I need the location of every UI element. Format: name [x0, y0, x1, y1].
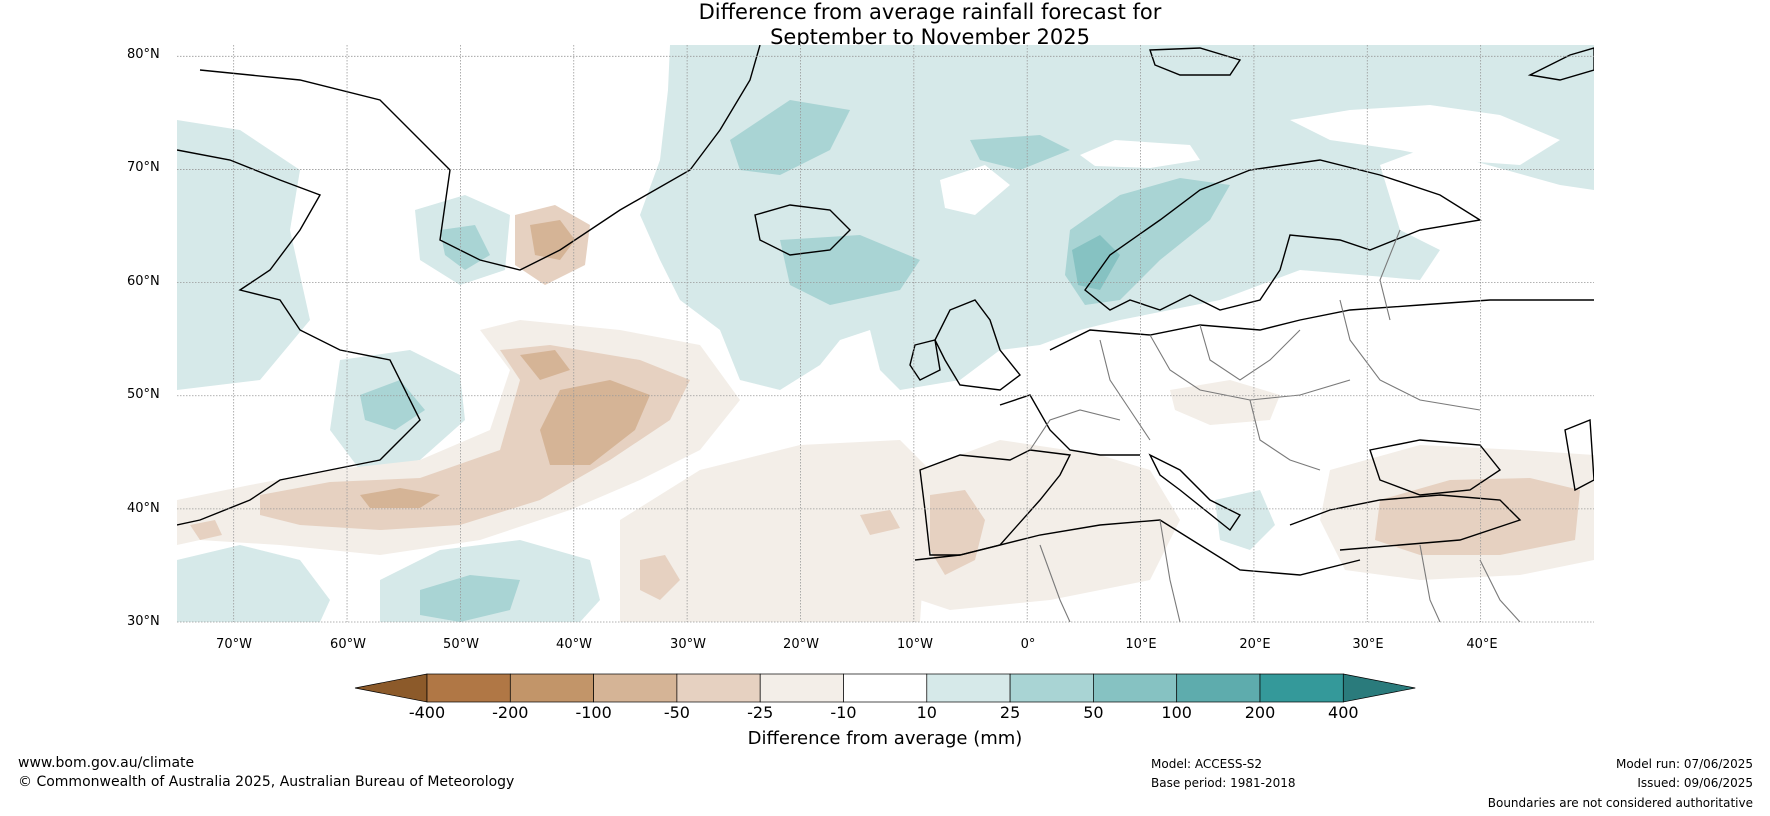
dry-region-small-2 [190, 520, 222, 540]
colorbar-tick-label: -10 [830, 703, 857, 722]
issued-text: Issued: 09/06/2025 [1637, 776, 1753, 790]
italy-coast [1148, 453, 1242, 532]
colorbar-tick-label: -100 [575, 703, 612, 722]
iberia-coast [919, 449, 1072, 556]
lon-label-0: 0° [1020, 637, 1036, 652]
lon-label-40e: 40°E [1466, 637, 1498, 652]
dry-region-small-1 [640, 555, 680, 600]
turkey-coast [1289, 494, 1522, 551]
colorbar-segments [354, 673, 1416, 703]
dry-region-central-europe [1170, 380, 1280, 425]
lon-label-20w: 20°W [783, 637, 819, 652]
colorbar-segment [843, 673, 928, 703]
colorbar-segment [1093, 673, 1178, 703]
colorbar-segment [509, 673, 594, 703]
lat-label-30n: 30°N [127, 614, 160, 629]
base-period-text: Base period: 1981-2018 [1151, 776, 1296, 790]
wet-region-southwest [177, 545, 330, 622]
colorbar-segment [593, 673, 678, 703]
lat-label-80n: 80°N [127, 47, 160, 62]
lon-label-20e: 20°E [1239, 637, 1271, 652]
colorbar-tick-label: 50 [1083, 703, 1104, 722]
dry-region-iberia-atlantic [620, 440, 930, 622]
uk-coast [934, 299, 1021, 391]
colorbar-tick-label: 400 [1328, 703, 1359, 722]
ireland-coast [909, 339, 941, 381]
lon-label-10e: 10°E [1125, 637, 1157, 652]
svalbard-coast [1149, 47, 1242, 76]
lat-label-70n: 70°N [127, 160, 160, 175]
colorbar-tick-label: 100 [1161, 703, 1192, 722]
wet-region-aegean [1215, 490, 1275, 550]
colorbar-tick-label: -400 [408, 703, 446, 722]
colorbar-tick-label: -200 [492, 703, 529, 722]
disclaimer-text: Boundaries are not considered authoritat… [1487, 796, 1753, 810]
colorbar-segment [676, 673, 761, 703]
wet-region-north-sea [970, 135, 1070, 170]
scandinavia-coast [1084, 159, 1482, 311]
colorbar-segment [1176, 673, 1261, 703]
colorbar-tick-label: -50 [663, 703, 690, 722]
colorbar-segment [426, 673, 511, 703]
canada-coast [177, 149, 421, 526]
lon-label-40w: 40°W [556, 637, 592, 652]
wet-region-labrador-sea [177, 120, 310, 390]
coastlines [177, 45, 1594, 576]
white-gap-iceland-east [1080, 140, 1200, 168]
lat-label-60n: 60°N [127, 274, 160, 289]
dry-region-turkey-core [1375, 478, 1580, 555]
chart-title: Difference from average rainfall forecas… [0, 0, 1770, 50]
lon-label-70w: 70°W [216, 637, 252, 652]
lon-label-30w: 30°W [670, 637, 706, 652]
europe-coast [1049, 299, 1594, 351]
caspian-coast [1564, 418, 1594, 492]
colorbar-tick-label: 200 [1244, 703, 1276, 722]
white-gap-arctic [1290, 105, 1560, 165]
colorbar-arrow-low [354, 673, 428, 703]
dry-region-small-3 [860, 510, 900, 535]
lon-label-60w: 60°W [330, 637, 366, 652]
colorbar-segment [1259, 673, 1344, 703]
model-text: Model: ACCESS-S2 [1151, 757, 1263, 771]
colorbar-segment [1009, 673, 1094, 703]
country-borders [1029, 229, 1521, 622]
dry-region-mid-atlantic-core [540, 380, 650, 465]
dry-region-iberia-core [930, 490, 985, 575]
lon-label-10w: 10°W [897, 637, 933, 652]
title-line-1: Difference from average rainfall forecas… [698, 0, 1162, 24]
colorbar-tick-label: 25 [999, 703, 1021, 722]
model-run-text: Model run: 07/06/2025 [1615, 757, 1753, 771]
colorbar-arrow-high [1342, 673, 1416, 703]
novaya-zemlya-coast [1527, 47, 1594, 81]
wet-region-azores-core [420, 575, 520, 622]
lat-label-40n: 40°N [127, 501, 160, 516]
colorbar-label: Difference from average (mm) [747, 728, 1023, 749]
copyright-text: © Commonwealth of Australia 2025, Austra… [18, 774, 515, 790]
colorbar-tick-label: -25 [747, 703, 774, 722]
lon-label-30e: 30°E [1352, 637, 1384, 652]
greenland-coast [199, 45, 761, 271]
black-sea-coast [1369, 439, 1502, 496]
colorbar-segment [926, 673, 1011, 703]
colorbar-segment [759, 673, 844, 703]
wet-region-greenland-east [730, 100, 850, 175]
dry-region-mid-atlantic-core-2 [360, 488, 440, 508]
france-coast [999, 394, 1140, 456]
iceland-coast [754, 204, 851, 256]
dry-region-greenland-tip-core [530, 220, 575, 260]
website-link[interactable]: www.bom.gov.au/climate [18, 755, 195, 771]
lon-label-50w: 50°W [443, 637, 479, 652]
dry-region-iberia [920, 440, 1180, 610]
white-gap-norwegian-sea [940, 165, 1010, 215]
wet-region-newfoundland-core [360, 380, 425, 430]
map-gridlines [177, 45, 1594, 623]
wet-region-norway-core [1072, 235, 1120, 290]
colorbar-tick-label: 10 [916, 703, 937, 722]
dry-region-mid-atlantic-core-3 [520, 350, 570, 380]
lat-label-50n: 50°N [127, 387, 160, 402]
